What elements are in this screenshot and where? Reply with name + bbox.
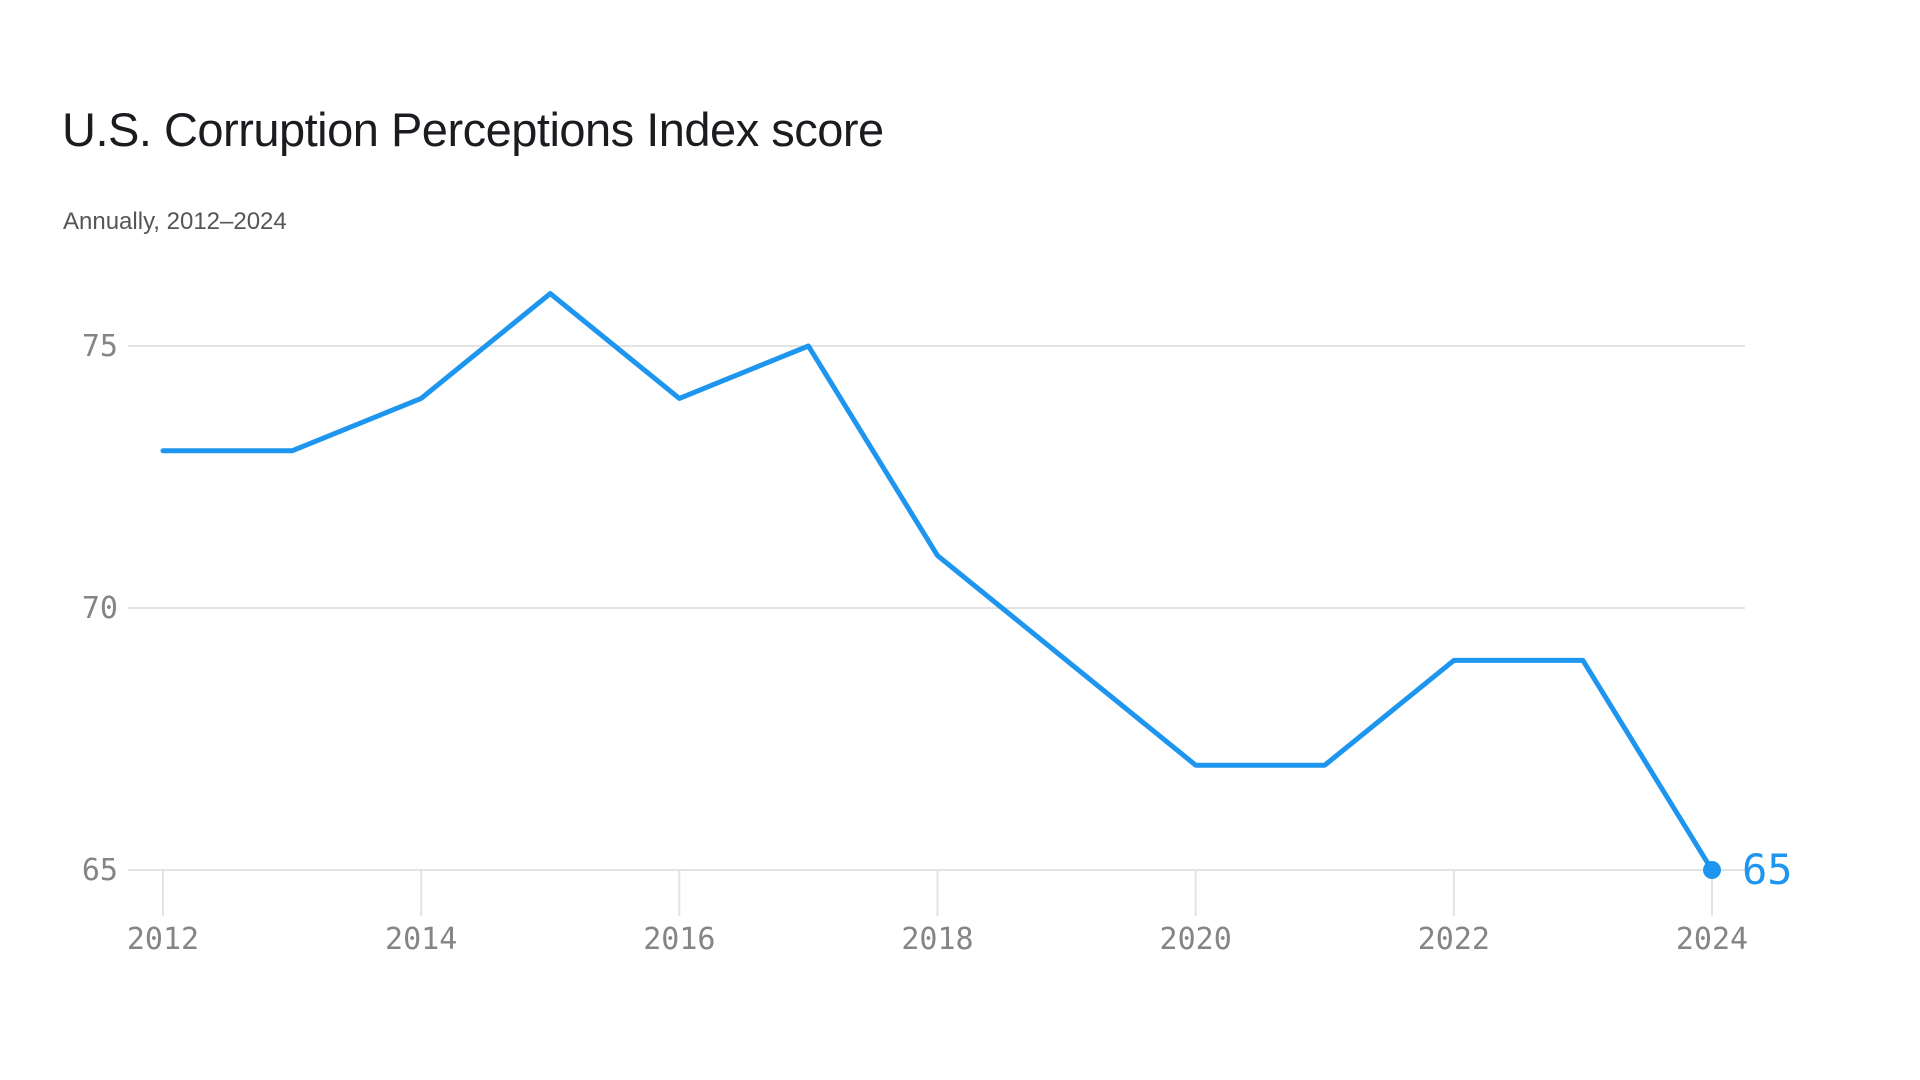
x-tick-label-2012: 2012	[127, 922, 199, 957]
y-tick-label-70: 70	[82, 591, 118, 626]
x-tick-label-2022: 2022	[1418, 922, 1490, 957]
page-subtitle: Annually, 2012–2024	[63, 208, 287, 235]
x-tick-label-2024: 2024	[1676, 922, 1748, 957]
series-line	[160, 291, 1715, 873]
x-tick-label-2018: 2018	[901, 922, 973, 957]
x-tick-label-2020: 2020	[1160, 922, 1232, 957]
y-tick-label-65: 65	[82, 853, 118, 888]
x-tick-label-2016: 2016	[643, 922, 715, 957]
end-point-dot	[1702, 861, 1721, 879]
end-value-label: 65	[1742, 845, 1793, 894]
x-tick-label-2014: 2014	[385, 922, 457, 957]
y-tick-label-75: 75	[82, 329, 118, 364]
page-title: U.S. Corruption Perceptions Index score	[62, 103, 884, 157]
